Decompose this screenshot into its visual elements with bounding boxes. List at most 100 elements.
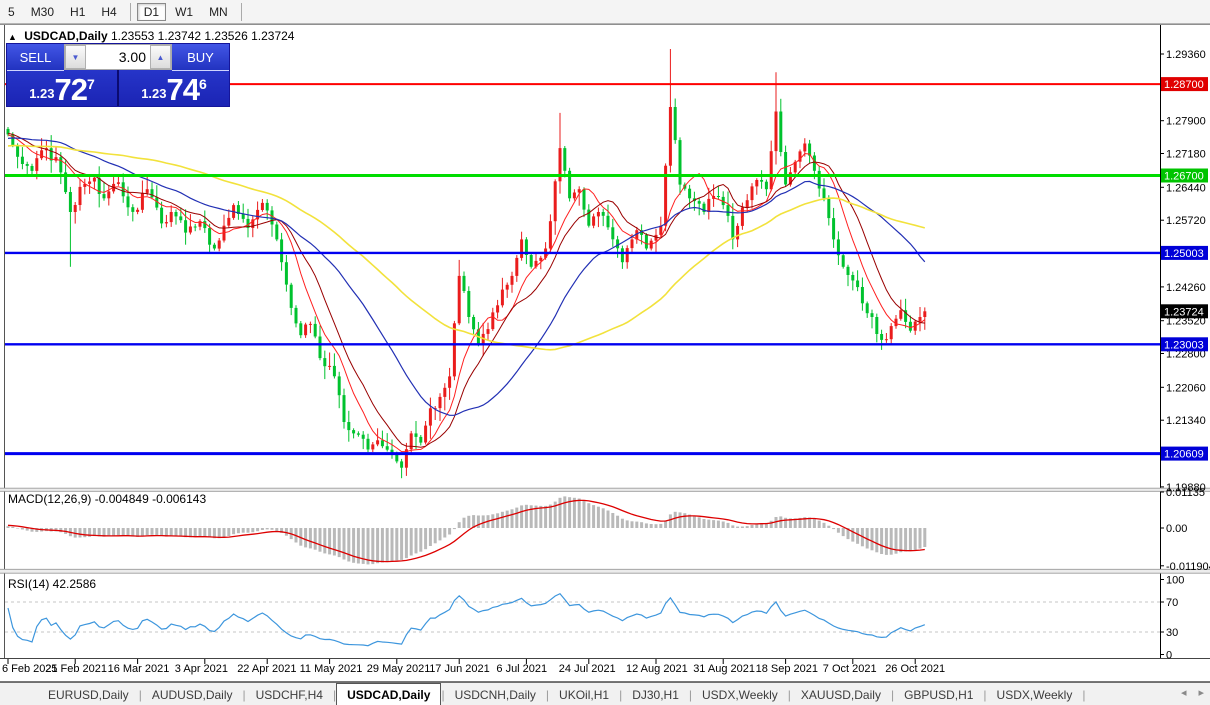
tab-ukoil-h1[interactable]: UKOil,H1 <box>559 687 610 702</box>
collapse-panel-icon[interactable]: ▲ <box>8 32 17 42</box>
tab-separator: | <box>138 687 142 702</box>
tab-eurusd-daily[interactable]: EURUSD,Daily <box>48 687 129 702</box>
chart-tabs: EURUSD,Daily | AUDUSD,Daily | USDCHF,H4 | USDC… <box>38 682 1086 705</box>
svg-text:1.23520: 1.23520 <box>1166 316 1206 328</box>
tab-dj30-h1[interactable]: DJ30,H1 <box>632 687 679 702</box>
sell-price-sup: 7 <box>87 76 95 92</box>
buy-price-small: 1.23 <box>141 86 167 101</box>
svg-text:18 Sep 2021: 18 Sep 2021 <box>756 663 818 675</box>
tabs-scroll-right-icon[interactable]: ▸ <box>1198 687 1204 699</box>
tab-separator: | <box>619 687 623 702</box>
ohlc-values: 1.23553 1.23742 1.23526 1.23724 <box>110 29 295 43</box>
rsi-axis: 100 70 30 0 <box>1160 575 1184 662</box>
price-axis-badges: 1.28700 1.26700 1.25003 1.23003 1.20609 1.237… <box>1161 77 1208 461</box>
timeframe-button-5[interactable]: 5 <box>8 4 15 19</box>
buy-price-big: 74 <box>166 72 200 107</box>
buy-button[interactable]: BUY <box>172 44 229 71</box>
timeframe-button-H1[interactable]: H1 <box>70 4 86 19</box>
svg-text:29 May 2021: 29 May 2021 <box>367 663 431 675</box>
tab-usdcad-daily[interactable]: USDCAD,Daily <box>336 682 442 705</box>
tab-separator: | <box>1082 687 1086 702</box>
svg-text:70: 70 <box>1166 597 1178 609</box>
sell-price-big: 72 <box>54 72 88 107</box>
svg-text:0.01135: 0.01135 <box>1166 487 1205 499</box>
macd-label: MACD(12,26,9) -0.004849 -0.006143 <box>8 492 207 506</box>
panel-frames <box>0 24 1210 682</box>
svg-text:1.25003: 1.25003 <box>1164 248 1204 260</box>
svg-text:26 Oct 2021: 26 Oct 2021 <box>885 663 945 675</box>
symbol-label: USDCAD,Daily <box>24 29 108 43</box>
toolbar-separator <box>240 2 242 21</box>
tab-gbpusd-h1[interactable]: GBPUSD,H1 <box>904 687 974 702</box>
horizontal-level-lines <box>5 83 1160 456</box>
svg-text:24 Jul 2021: 24 Jul 2021 <box>559 663 616 675</box>
svg-text:1.26700: 1.26700 <box>1164 171 1204 183</box>
candles-series <box>6 49 927 479</box>
svg-text:1.27180: 1.27180 <box>1166 149 1206 161</box>
price-axis: 1.29360 1.27900 1.27180 1.26440 1.25720 1.242… <box>1160 49 1206 494</box>
timeframe-button-W1[interactable]: W1 <box>175 4 194 19</box>
rsi-levels <box>5 601 1160 633</box>
tabs-scroll-left-icon[interactable]: ◂ <box>1180 687 1187 699</box>
tab-separator: | <box>787 687 791 702</box>
tab-usdcnh-daily[interactable]: USDCNH,Daily <box>454 687 536 702</box>
rsi-line <box>7 592 926 647</box>
volume-stepper: ▼ 3.00 ▲ <box>64 44 172 70</box>
svg-text:30: 30 <box>1166 627 1178 639</box>
svg-text:1.21340: 1.21340 <box>1166 415 1206 427</box>
timeframe-button-D1[interactable]: D1 <box>136 2 167 21</box>
timeframe-button-M30[interactable]: M30 <box>30 4 55 19</box>
svg-text:1.29360: 1.29360 <box>1166 49 1206 61</box>
svg-text:1.19880: 1.19880 <box>1166 482 1206 494</box>
buy-price[interactable]: 1.23 74 6 <box>119 70 229 106</box>
macd-signal-line <box>7 499 925 563</box>
tab-separator: | <box>545 687 550 702</box>
buy-price-sup: 6 <box>199 76 207 92</box>
tab-usdx-weekly[interactable]: USDX,Weekly <box>702 687 778 702</box>
svg-text:1.28700: 1.28700 <box>1164 79 1204 91</box>
svg-text:1.26440: 1.26440 <box>1166 182 1206 194</box>
svg-text:1.27900: 1.27900 <box>1166 116 1206 128</box>
volume-increase-icon[interactable]: ▲ <box>150 45 171 69</box>
svg-text:22 Apr 2021: 22 Apr 2021 <box>237 663 296 675</box>
tab-usdchf-h4[interactable]: USDCHF,H4 <box>255 687 323 702</box>
svg-text:16 Mar 2021: 16 Mar 2021 <box>108 663 170 675</box>
svg-text:12 Aug 2021: 12 Aug 2021 <box>626 663 688 675</box>
tab-separator: | <box>890 687 895 702</box>
toolbar-separator <box>129 2 131 21</box>
sell-price-small: 1.23 <box>29 86 55 101</box>
svg-text:1.25720: 1.25720 <box>1166 215 1206 227</box>
svg-text:1.22060: 1.22060 <box>1166 382 1206 394</box>
svg-text:1.22800: 1.22800 <box>1166 349 1206 361</box>
svg-text:1.23003: 1.23003 <box>1164 339 1204 351</box>
tab-usdx-weekly[interactable]: USDX,Weekly <box>996 687 1073 702</box>
macd-histogram <box>6 496 927 565</box>
sell-price[interactable]: 1.23 72 7 <box>7 70 119 106</box>
timeframe-button-MN[interactable]: MN <box>209 4 228 19</box>
svg-text:-0.011904: -0.011904 <box>1166 561 1210 573</box>
svg-text:0.00: 0.00 <box>1166 523 1187 535</box>
one-click-trading-panel: SELL ▼ 3.00 ▲ BUY 1.23 72 7 1.23 74 6 <box>6 43 230 107</box>
svg-text:1.24260: 1.24260 <box>1166 282 1206 294</box>
moving-average-lines <box>7 132 926 453</box>
timeframe-toolbar: 5 M30 H1 H4 D1 W1 MN <box>0 0 1210 24</box>
sell-button[interactable]: SELL <box>7 44 64 71</box>
volume-decrease-icon[interactable]: ▼ <box>65 45 86 69</box>
svg-text:6 Feb 2021: 6 Feb 2021 <box>2 663 58 675</box>
svg-text:25 Feb 2021: 25 Feb 2021 <box>45 663 107 675</box>
timeframe-button-H4[interactable]: H4 <box>101 4 117 19</box>
volume-input[interactable]: 3.00 <box>86 45 150 69</box>
svg-text:6 Jul 2021: 6 Jul 2021 <box>496 663 547 675</box>
chart-title: ▲ USDCAD,Daily 1.23553 1.23742 1.23526 1… <box>8 29 294 43</box>
tab-xauusd-daily[interactable]: XAUUSD,Daily <box>800 687 881 702</box>
chart-tab-bar: EURUSD,Daily | AUDUSD,Daily | USDCHF,H4 | USDC… <box>0 682 1210 705</box>
svg-text:11 May 2021: 11 May 2021 <box>300 663 363 675</box>
tab-separator: | <box>441 687 445 702</box>
tab-separator: | <box>332 687 337 702</box>
tab-separator: | <box>242 687 246 702</box>
tab-audusd-daily[interactable]: AUDUSD,Daily <box>151 687 233 702</box>
svg-text:1.20609: 1.20609 <box>1164 449 1204 461</box>
svg-text:7 Oct 2021: 7 Oct 2021 <box>823 663 877 675</box>
